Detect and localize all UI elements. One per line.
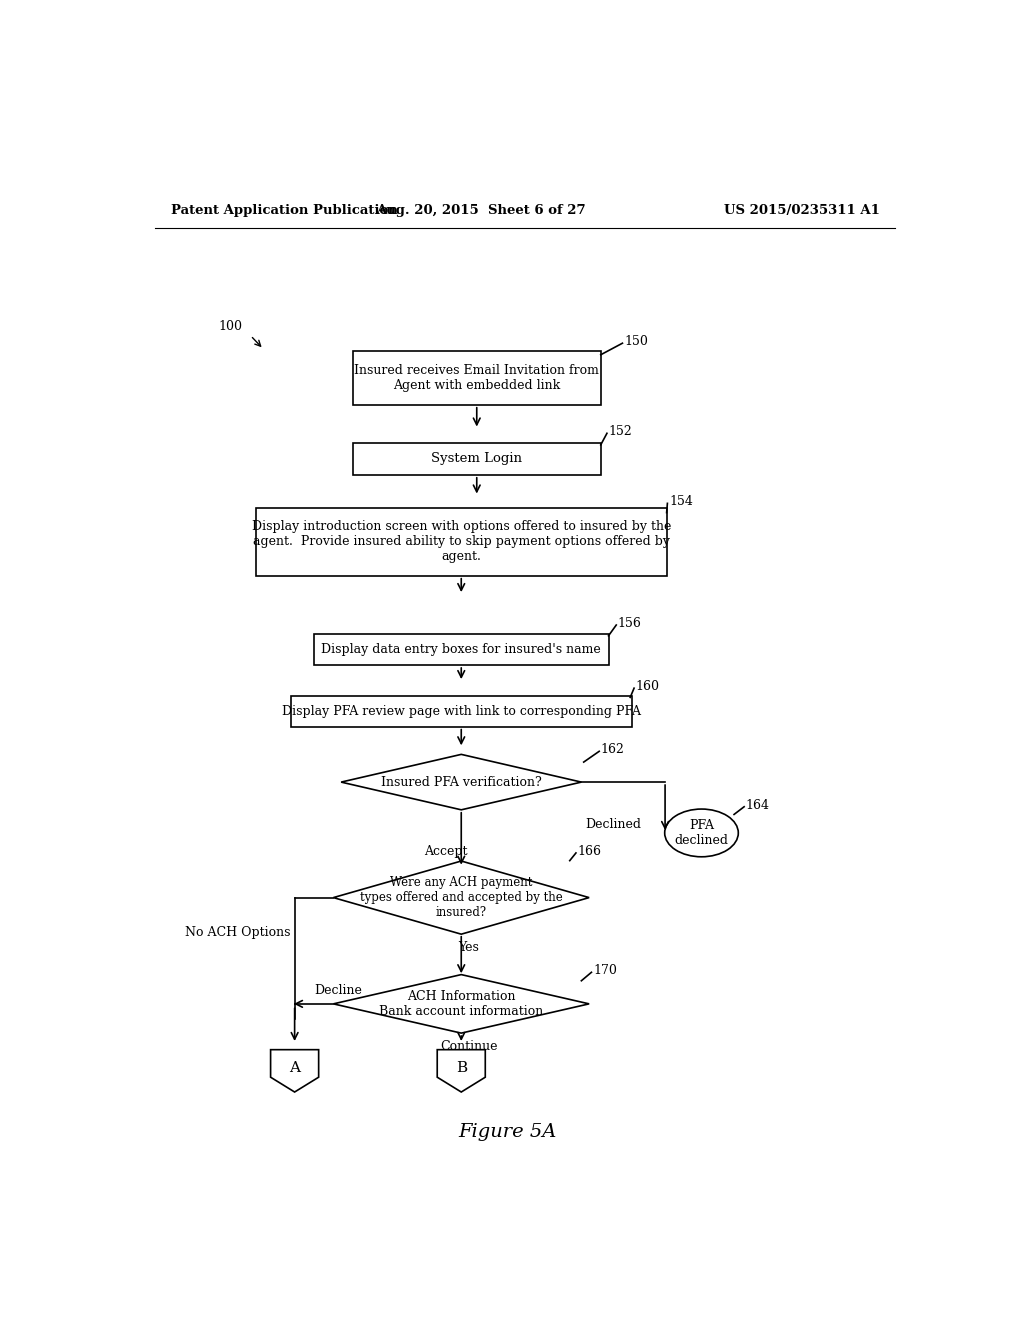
Text: 154: 154 xyxy=(669,495,693,508)
Text: Display PFA review page with link to corresponding PFA: Display PFA review page with link to cor… xyxy=(282,705,641,718)
Polygon shape xyxy=(341,755,582,810)
FancyBboxPatch shape xyxy=(291,696,632,726)
Text: 170: 170 xyxy=(593,964,616,977)
Text: Patent Application Publication: Patent Application Publication xyxy=(171,205,397,218)
Polygon shape xyxy=(437,1049,485,1092)
Text: 152: 152 xyxy=(608,425,632,438)
Text: ACH Information
Bank account information: ACH Information Bank account information xyxy=(379,990,544,1018)
FancyBboxPatch shape xyxy=(314,635,608,665)
FancyBboxPatch shape xyxy=(352,442,601,475)
Text: 150: 150 xyxy=(624,335,648,348)
FancyBboxPatch shape xyxy=(256,508,667,576)
Text: PFA
declined: PFA declined xyxy=(675,818,728,847)
Text: Display introduction screen with options offered to insured by the
agent.  Provi: Display introduction screen with options… xyxy=(252,520,671,564)
Text: Figure 5A: Figure 5A xyxy=(459,1123,557,1142)
Text: 160: 160 xyxy=(636,680,659,693)
Text: Decline: Decline xyxy=(314,983,361,997)
Polygon shape xyxy=(270,1049,318,1092)
Text: No ACH Options: No ACH Options xyxy=(185,925,291,939)
Text: US 2015/0235311 A1: US 2015/0235311 A1 xyxy=(724,205,880,218)
Text: System Login: System Login xyxy=(431,453,522,465)
Ellipse shape xyxy=(665,809,738,857)
Text: 166: 166 xyxy=(578,845,601,858)
Text: 100: 100 xyxy=(219,319,243,333)
Text: B: B xyxy=(456,1061,467,1074)
Text: Accept: Accept xyxy=(424,845,468,858)
Text: Continue: Continue xyxy=(440,1040,498,1053)
Text: Aug. 20, 2015  Sheet 6 of 27: Aug. 20, 2015 Sheet 6 of 27 xyxy=(376,205,586,218)
Polygon shape xyxy=(334,974,589,1034)
Text: Were any ACH payment
types offered and accepted by the
insured?: Were any ACH payment types offered and a… xyxy=(359,876,562,919)
Text: Display data entry boxes for insured's name: Display data entry boxes for insured's n… xyxy=(322,643,601,656)
Text: Insured receives Email Invitation from
Agent with embedded link: Insured receives Email Invitation from A… xyxy=(354,364,599,392)
Text: 164: 164 xyxy=(745,799,770,812)
Polygon shape xyxy=(334,861,589,935)
Text: Yes: Yes xyxy=(459,941,479,954)
Text: 156: 156 xyxy=(617,616,642,630)
Text: Insured PFA verification?: Insured PFA verification? xyxy=(381,776,542,788)
FancyBboxPatch shape xyxy=(352,351,601,405)
Text: Declined: Declined xyxy=(586,818,641,832)
Text: 162: 162 xyxy=(601,743,625,756)
Text: A: A xyxy=(289,1061,300,1074)
